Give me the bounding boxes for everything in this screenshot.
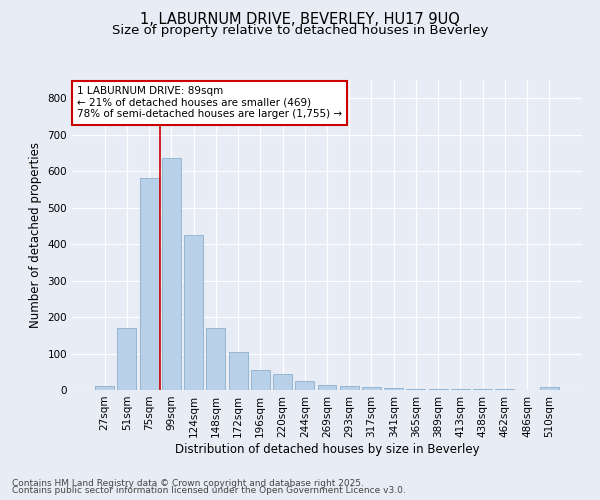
Bar — [429, 389, 448, 390]
Y-axis label: Number of detached properties: Number of detached properties — [29, 142, 42, 328]
Bar — [206, 328, 225, 390]
Bar — [362, 387, 381, 390]
Text: 1 LABURNUM DRIVE: 89sqm
← 21% of detached houses are smaller (469)
78% of semi-d: 1 LABURNUM DRIVE: 89sqm ← 21% of detache… — [77, 86, 342, 120]
Text: 1, LABURNUM DRIVE, BEVERLEY, HU17 9UQ: 1, LABURNUM DRIVE, BEVERLEY, HU17 9UQ — [140, 12, 460, 28]
Bar — [273, 374, 292, 390]
Bar — [540, 387, 559, 390]
Bar — [95, 386, 114, 390]
Bar — [140, 178, 158, 390]
Bar — [340, 386, 359, 390]
Bar — [317, 384, 337, 390]
Bar — [251, 370, 270, 390]
Text: Contains HM Land Registry data © Crown copyright and database right 2025.: Contains HM Land Registry data © Crown c… — [12, 478, 364, 488]
Bar — [118, 328, 136, 390]
Text: Size of property relative to detached houses in Beverley: Size of property relative to detached ho… — [112, 24, 488, 37]
Bar — [406, 388, 425, 390]
Bar — [451, 389, 470, 390]
Bar — [384, 388, 403, 390]
Bar — [162, 158, 181, 390]
X-axis label: Distribution of detached houses by size in Beverley: Distribution of detached houses by size … — [175, 442, 479, 456]
Text: Contains public sector information licensed under the Open Government Licence v3: Contains public sector information licen… — [12, 486, 406, 495]
Bar — [184, 235, 203, 390]
Bar — [295, 381, 314, 390]
Bar — [229, 352, 248, 390]
